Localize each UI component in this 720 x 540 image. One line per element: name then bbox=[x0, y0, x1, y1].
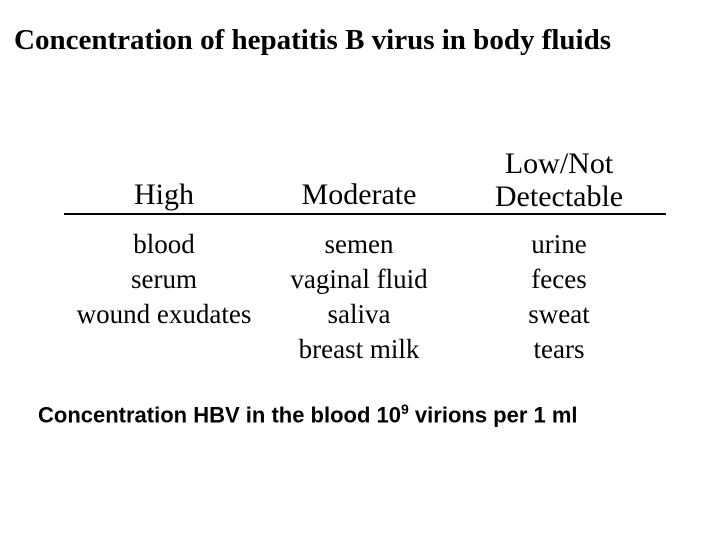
list-item: saliva bbox=[264, 297, 454, 332]
list-item: vaginal fluid bbox=[264, 262, 454, 297]
col-moderate: semen vaginal fluid saliva breast milk bbox=[264, 227, 454, 367]
concentration-table: High Moderate Low/Not Detectable blood s… bbox=[14, 147, 706, 367]
slide: Concentration of hepatitis B virus in bo… bbox=[0, 0, 720, 540]
list-item: wound exudates bbox=[64, 297, 264, 332]
col-header-low-line2: Detectable bbox=[495, 180, 623, 213]
list-item: semen bbox=[264, 227, 454, 262]
col-header-moderate: Moderate bbox=[264, 147, 454, 213]
col-header-high-text: High bbox=[134, 178, 194, 211]
footnote-suffix: virions per 1 ml bbox=[409, 403, 578, 428]
list-item: feces bbox=[454, 262, 664, 297]
col-header-high: High bbox=[64, 147, 264, 213]
list-item: urine bbox=[454, 227, 664, 262]
col-header-low-line1: Low/Not bbox=[505, 147, 613, 180]
list-item: serum bbox=[64, 262, 264, 297]
col-header-low: Low/Not Detectable bbox=[454, 147, 664, 213]
footnote: Concentration HBV in the blood 109 virio… bbox=[14, 401, 706, 428]
col-low: urine feces sweat tears bbox=[454, 227, 664, 367]
list-item: sweat bbox=[454, 297, 664, 332]
slide-title: Concentration of hepatitis B virus in bo… bbox=[14, 24, 706, 57]
column-headers: High Moderate Low/Not Detectable bbox=[64, 147, 666, 215]
list-item: breast milk bbox=[264, 332, 454, 367]
footnote-prefix: Concentration HBV in the blood 10 bbox=[38, 403, 401, 428]
list-item: blood bbox=[64, 227, 264, 262]
column-bodies: blood serum wound exudates semen vaginal… bbox=[64, 227, 666, 367]
list-item: tears bbox=[454, 332, 664, 367]
col-header-moderate-text: Moderate bbox=[302, 178, 417, 211]
footnote-exponent: 9 bbox=[401, 401, 409, 417]
col-high: blood serum wound exudates bbox=[64, 227, 264, 367]
